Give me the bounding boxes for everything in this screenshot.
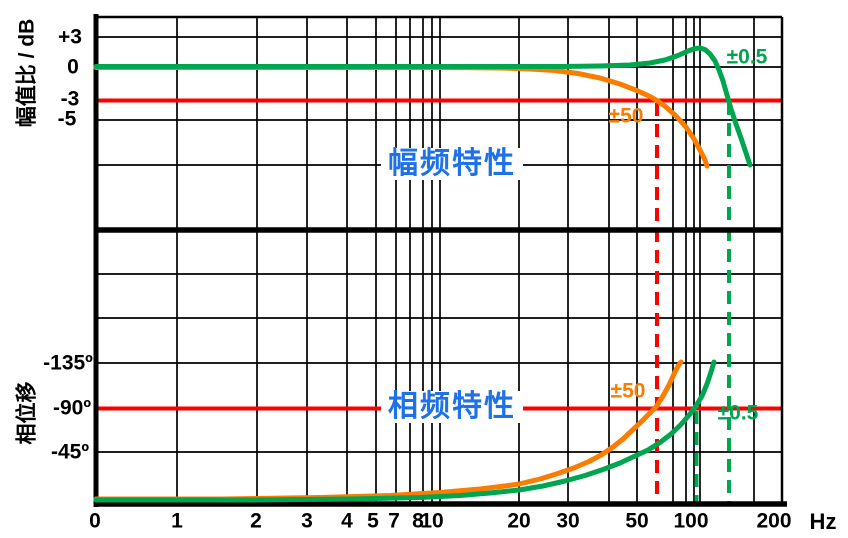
x-tick-label: 0: [89, 509, 101, 533]
x-axis-unit-label: Hz: [809, 509, 837, 534]
phase-curve-label-tol50: ±50: [610, 379, 646, 403]
x-tick-label: 2: [250, 509, 262, 533]
amplitude-axis-title: 幅值比 / dB: [15, 18, 39, 128]
amplitude-tick-label: +3: [58, 25, 82, 49]
x-tick-label: 4: [341, 509, 353, 533]
phase-tick-label: -45º: [50, 440, 90, 464]
x-tick-label: 5: [367, 509, 379, 533]
amplitude-tick-label: -3: [60, 87, 80, 111]
phase-curve-tol05: [93, 359, 717, 503]
phase-panel-title: 相频特性: [381, 391, 523, 423]
x-tick-label: 1: [171, 509, 183, 533]
x-tick-label: 100: [673, 509, 709, 533]
amplitude-panel-title: 幅频特性: [381, 148, 523, 180]
x-tick-label: 20: [507, 509, 531, 533]
amplitude-curve-label-tol05: ±0.5: [726, 45, 768, 69]
phase-curve-label-tol05: ±0.5: [717, 401, 759, 425]
amplitude-tick-label: 0: [67, 55, 79, 79]
phase-curve-tol50: [93, 359, 684, 502]
amplitude-curve-tol05: [93, 45, 753, 168]
x-tick-label: 7: [388, 509, 400, 533]
x-tick-label: 3: [301, 509, 313, 533]
amplitude-curve-label-tol50: ±50: [608, 104, 644, 128]
x-tick-label: 50: [625, 509, 649, 533]
amplitude-tick-label: -5: [57, 107, 77, 131]
x-tick-label: 10: [420, 509, 444, 533]
x-tick-label: 8: [412, 509, 424, 533]
x-tick-label: 200: [756, 509, 792, 533]
x-tick-label: 30: [556, 509, 580, 533]
phase-tick-label: -135º: [43, 351, 93, 375]
phase-axis-title: 相位移: [15, 381, 39, 445]
phase-tick-label: -90º: [52, 396, 92, 420]
